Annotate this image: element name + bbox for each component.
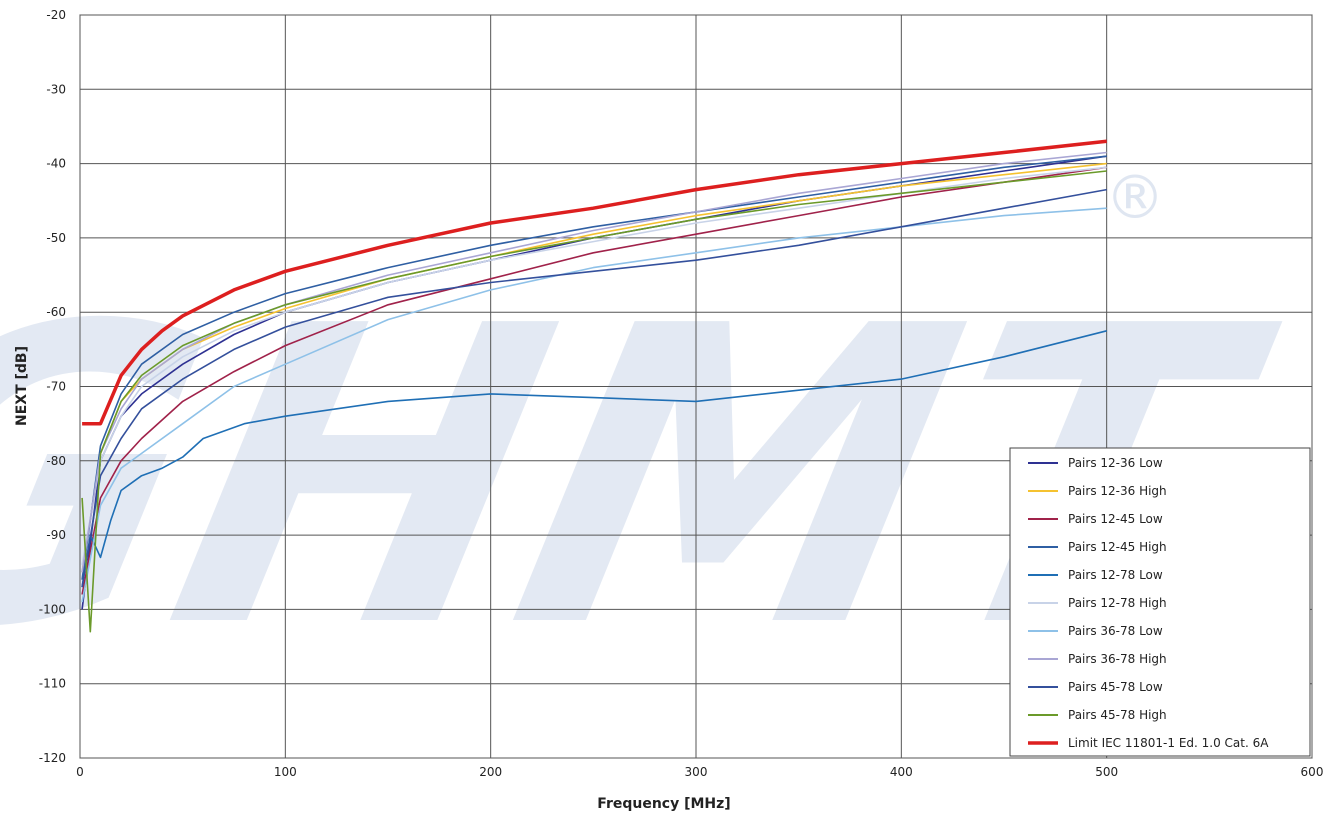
x-tick-label: 100 bbox=[274, 765, 297, 779]
series-line bbox=[81, 155, 1107, 580]
y-tick-label: -90 bbox=[46, 528, 66, 542]
series-line bbox=[81, 166, 1107, 595]
legend-entry: Pairs 12-36 Low bbox=[1068, 456, 1163, 470]
legend-entry: Pairs 45-78 High bbox=[1068, 708, 1167, 722]
y-tick-label: -120 bbox=[39, 751, 66, 765]
legend-entry: Pairs 12-78 High bbox=[1068, 596, 1167, 610]
series-group bbox=[81, 139, 1107, 633]
legend-entry: Pairs 12-36 High bbox=[1068, 484, 1167, 498]
legend-entry: Pairs 36-78 Low bbox=[1068, 624, 1163, 638]
legend-entry: Limit IEC 11801-1 Ed. 1.0 Cat. 6A bbox=[1068, 736, 1269, 750]
legend-box bbox=[1009, 447, 1311, 757]
y-tick-label: -40 bbox=[46, 157, 66, 171]
x-ticks: 0 100 200 300 400 500 600 bbox=[76, 765, 1323, 779]
watermark-mark: ® bbox=[1105, 163, 1165, 233]
x-tick-label: 600 bbox=[1301, 765, 1324, 779]
series-line bbox=[81, 166, 1107, 565]
y-tick-label: -50 bbox=[46, 231, 66, 245]
y-axis-label: NEXT [dB] bbox=[14, 346, 30, 426]
x-tick-label: 500 bbox=[1095, 765, 1118, 779]
x-tick-label: 0 bbox=[76, 765, 84, 779]
series-line bbox=[82, 139, 1107, 426]
series-line bbox=[81, 330, 1107, 588]
series-line bbox=[81, 170, 1107, 633]
x-tick-label: 300 bbox=[685, 765, 708, 779]
series-line bbox=[81, 151, 1107, 573]
y-tick-label: -60 bbox=[46, 305, 66, 319]
y-tick-label: -80 bbox=[46, 454, 66, 468]
y-ticks: -20 -30 -40 -50 -60 -70 -80 -90 -100 -110 -120 bbox=[39, 8, 66, 765]
legend-entry: Pairs 45-78 Low bbox=[1068, 680, 1163, 694]
legend-entry: Pairs 12-45 Low bbox=[1068, 512, 1163, 526]
y-tick-label: -30 bbox=[46, 82, 66, 96]
y-tick-label: -20 bbox=[46, 8, 66, 22]
legend-entry: Pairs 12-78 Low bbox=[1068, 568, 1163, 582]
series-line bbox=[81, 188, 1107, 588]
x-axis-label: Frequency [MHz] bbox=[597, 796, 730, 812]
y-tick-label: -100 bbox=[39, 602, 66, 616]
series-line bbox=[81, 207, 1107, 603]
legend-entry: Pairs 36-78 High bbox=[1068, 652, 1167, 666]
y-tick-label: -70 bbox=[46, 380, 66, 394]
x-tick-label: 400 bbox=[890, 765, 913, 779]
y-tick-label: -110 bbox=[39, 677, 66, 691]
x-tick-label: 200 bbox=[479, 765, 502, 779]
legend-entry: Pairs 12-45 High bbox=[1068, 540, 1167, 554]
legend: Pairs 12-36 Low Pairs 12-36 High Pairs 12-… bbox=[1009, 447, 1311, 757]
